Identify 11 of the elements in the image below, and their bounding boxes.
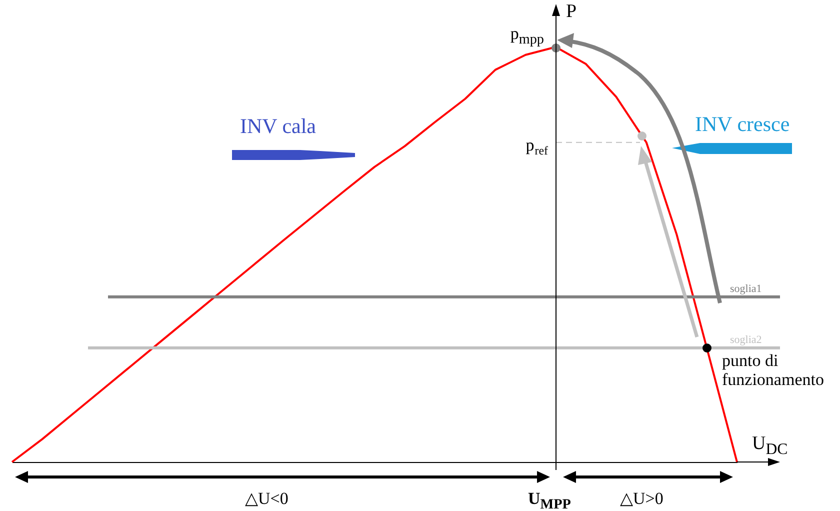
annotation: INV cala — [240, 114, 316, 138]
text: U$_{MPP}$ — [528, 489, 571, 511]
annotation: punto di funzionamento — [722, 351, 825, 390]
text: △U>0 — [620, 489, 664, 509]
text: △U<0 — [245, 489, 288, 509]
ref-line-label: soglia1 — [730, 282, 762, 295]
y-axis-title: P — [566, 1, 577, 23]
annotation: p$_{mpp}$ — [510, 24, 544, 48]
annotation: INV cresce — [695, 112, 790, 136]
ref-line-label: soglia2 — [730, 334, 762, 346]
x-axis-title: U$_{DC}$ — [752, 433, 788, 458]
